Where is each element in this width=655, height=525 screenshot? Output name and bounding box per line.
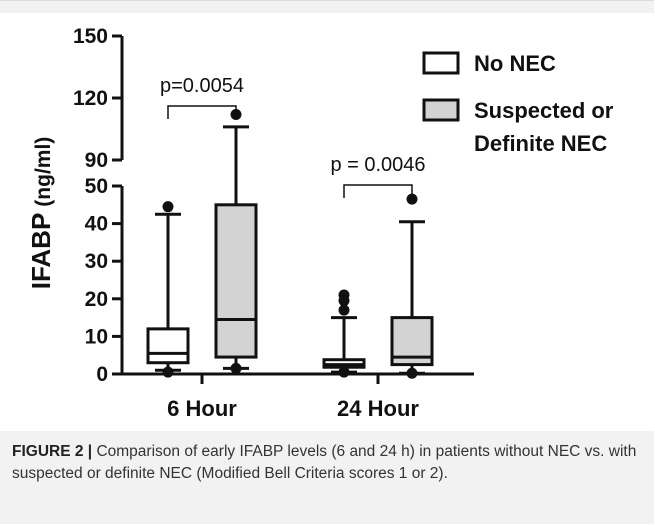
y-tick-label: 50 [85, 175, 108, 198]
outlier-point [406, 367, 418, 379]
y-tick-label: 40 [85, 213, 108, 236]
outlier-point [230, 362, 242, 374]
y-tick-label: 90 [85, 149, 108, 172]
outlier-point [162, 201, 174, 213]
legend-label-line: No NEC [474, 51, 556, 76]
box [214, 203, 258, 359]
y-tick-label: 150 [73, 25, 108, 48]
plot-area: 0 10 20 30 40 50 90 120 150 IFABP (ng/ml) 6 Hour p=0… [0, 13, 654, 431]
legend-label-line: Suspected or [474, 98, 614, 123]
caption-text: Comparison of early IFABP levels (6 and … [12, 443, 637, 482]
outlier-point [338, 366, 350, 378]
y-tick-label: 10 [85, 325, 108, 348]
y-tick-label: 30 [85, 250, 108, 273]
p-value-label: p = 0.0046 [330, 154, 425, 176]
boxplot-chart: 0 10 20 30 40 50 90 120 150 IFABP (ng/ml) 6 Hour p=0… [26, 25, 614, 421]
outlier-point [162, 366, 174, 378]
y-axis-label-main: IFABP [26, 213, 56, 290]
figure-caption: FIGURE 2 | Comparison of early IFABP lev… [12, 441, 637, 485]
p-value-label: p=0.0054 [160, 75, 244, 97]
x-tick-label: 6 Hour [167, 396, 237, 421]
x-tick-label: 24 Hour [337, 396, 419, 421]
legend-swatch [422, 98, 460, 122]
box [146, 327, 190, 365]
legend-swatch [422, 51, 460, 75]
legend-label: No NEC [474, 51, 556, 76]
outlier-point [338, 304, 350, 316]
significance-bracket [167, 105, 237, 119]
significance-bracket [343, 184, 413, 198]
legend-label: Suspected or Definite NEC [474, 98, 614, 156]
caption-label: FIGURE 2 | [12, 443, 93, 460]
legend-label-line: Definite NEC [474, 131, 607, 156]
y-tick-label: 0 [96, 363, 108, 386]
y-tick-label: 20 [85, 288, 108, 311]
outlier-point [338, 295, 350, 307]
y-axis-label: IFABP (ng/ml) [26, 137, 56, 290]
y-tick-label: 120 [73, 87, 108, 110]
outlier-point [406, 193, 418, 205]
y-axis-label-unit: (ng/ml) [32, 137, 55, 207]
